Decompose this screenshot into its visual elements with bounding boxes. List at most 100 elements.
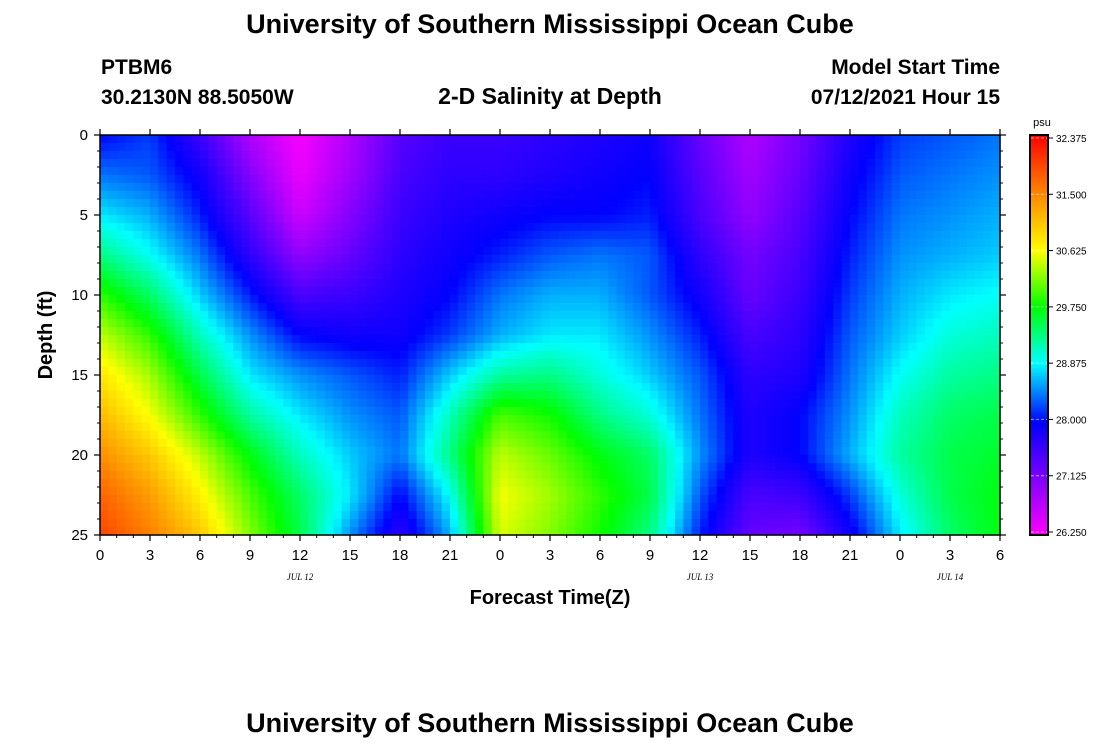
heatmap-cell — [883, 375, 893, 384]
heatmap-cell — [700, 159, 709, 168]
heatmap-cell — [158, 463, 168, 472]
heatmap-cell — [883, 175, 893, 184]
heatmap-cell — [116, 383, 126, 392]
heatmap-cell — [358, 487, 368, 496]
heatmap-cell — [266, 423, 276, 432]
heatmap-cell — [166, 439, 176, 448]
heatmap-cell — [725, 375, 734, 384]
heatmap-cell — [125, 471, 134, 480]
heatmap-cell — [991, 359, 1001, 368]
heatmap-cell — [925, 223, 934, 232]
heatmap-cell — [316, 375, 326, 384]
heatmap-cell — [233, 287, 243, 296]
heatmap-cell — [766, 455, 776, 464]
heatmap-cell — [883, 311, 893, 320]
heatmap-cell — [950, 215, 959, 224]
heatmap-cell — [908, 175, 918, 184]
heatmap-cell — [775, 343, 784, 352]
heatmap-cell — [608, 455, 618, 464]
heatmap-cell — [850, 327, 859, 336]
heatmap-cell — [225, 207, 234, 216]
heatmap-cell — [116, 375, 126, 384]
heatmap-cell — [208, 343, 218, 352]
heatmap-cell — [908, 455, 918, 464]
heatmap-cell — [833, 327, 843, 336]
heatmap-cell — [200, 335, 209, 344]
heatmap-cell — [775, 407, 784, 416]
heatmap-cell — [958, 135, 968, 144]
heatmap-cell — [858, 151, 868, 160]
heatmap-cell — [116, 439, 126, 448]
heatmap-cell — [700, 135, 709, 144]
heatmap-cell — [616, 391, 626, 400]
heatmap-cell — [241, 231, 251, 240]
heatmap-cell — [933, 263, 943, 272]
heatmap-cell — [241, 207, 251, 216]
heatmap-cell — [466, 167, 476, 176]
heatmap-cell — [608, 367, 618, 376]
heatmap-cell — [783, 463, 793, 472]
heatmap-cell — [833, 279, 843, 288]
heatmap-cell — [741, 207, 751, 216]
heatmap-cell — [733, 479, 743, 488]
heatmap-cell — [600, 183, 609, 192]
heatmap-cell — [291, 399, 301, 408]
heatmap-cell — [325, 391, 334, 400]
heatmap-cell — [366, 495, 376, 504]
heatmap-cell — [216, 239, 226, 248]
heatmap-cell — [950, 271, 959, 280]
heatmap-cell — [808, 191, 818, 200]
heatmap-cell — [991, 303, 1001, 312]
heatmap-cell — [500, 255, 509, 264]
heatmap-cell — [466, 415, 476, 424]
heatmap-cell — [250, 311, 259, 320]
heatmap-cell — [683, 375, 693, 384]
heatmap-cell — [883, 455, 893, 464]
heatmap-cell — [250, 223, 259, 232]
heatmap-cell — [883, 383, 893, 392]
heatmap-cell — [416, 239, 426, 248]
heatmap-cell — [933, 215, 943, 224]
heatmap-cell — [108, 391, 118, 400]
heatmap-cell — [783, 215, 793, 224]
heatmap-cell — [358, 455, 368, 464]
heatmap-cell — [716, 287, 726, 296]
heatmap-cell — [191, 367, 201, 376]
heatmap-cell — [416, 383, 426, 392]
heatmap-cell — [466, 487, 476, 496]
heatmap-cell — [766, 407, 776, 416]
heatmap-cell — [675, 191, 684, 200]
heatmap-cell — [133, 231, 143, 240]
heatmap-cell — [308, 191, 318, 200]
heatmap-cell — [808, 367, 818, 376]
heatmap-cell — [891, 175, 901, 184]
heatmap-cell — [150, 295, 159, 304]
heatmap-cell — [508, 143, 518, 152]
heatmap-cell — [300, 311, 309, 320]
heatmap-cell — [391, 495, 401, 504]
heatmap-cell — [675, 255, 684, 264]
heatmap-cell — [958, 375, 968, 384]
heatmap-cell — [891, 487, 901, 496]
heatmap-cell — [500, 343, 509, 352]
heatmap-cell — [616, 415, 626, 424]
heatmap-cell — [825, 383, 834, 392]
heatmap-cell — [241, 159, 251, 168]
heatmap-cell — [575, 143, 584, 152]
heatmap-cell — [158, 199, 168, 208]
heatmap-cell — [300, 455, 309, 464]
heatmap-cell — [716, 487, 726, 496]
heatmap-cell — [275, 351, 284, 360]
heatmap-cell — [591, 183, 601, 192]
heatmap-cell — [700, 455, 709, 464]
heatmap-cell — [691, 367, 701, 376]
heatmap-cell — [758, 311, 768, 320]
heatmap-cell — [783, 167, 793, 176]
heatmap-cell — [166, 135, 176, 144]
heatmap-cell — [591, 455, 601, 464]
heatmap-cell — [866, 407, 876, 416]
heatmap-cell — [708, 487, 718, 496]
heatmap-cell — [500, 183, 509, 192]
heatmap-cell — [758, 351, 768, 360]
heatmap-cell — [700, 375, 709, 384]
